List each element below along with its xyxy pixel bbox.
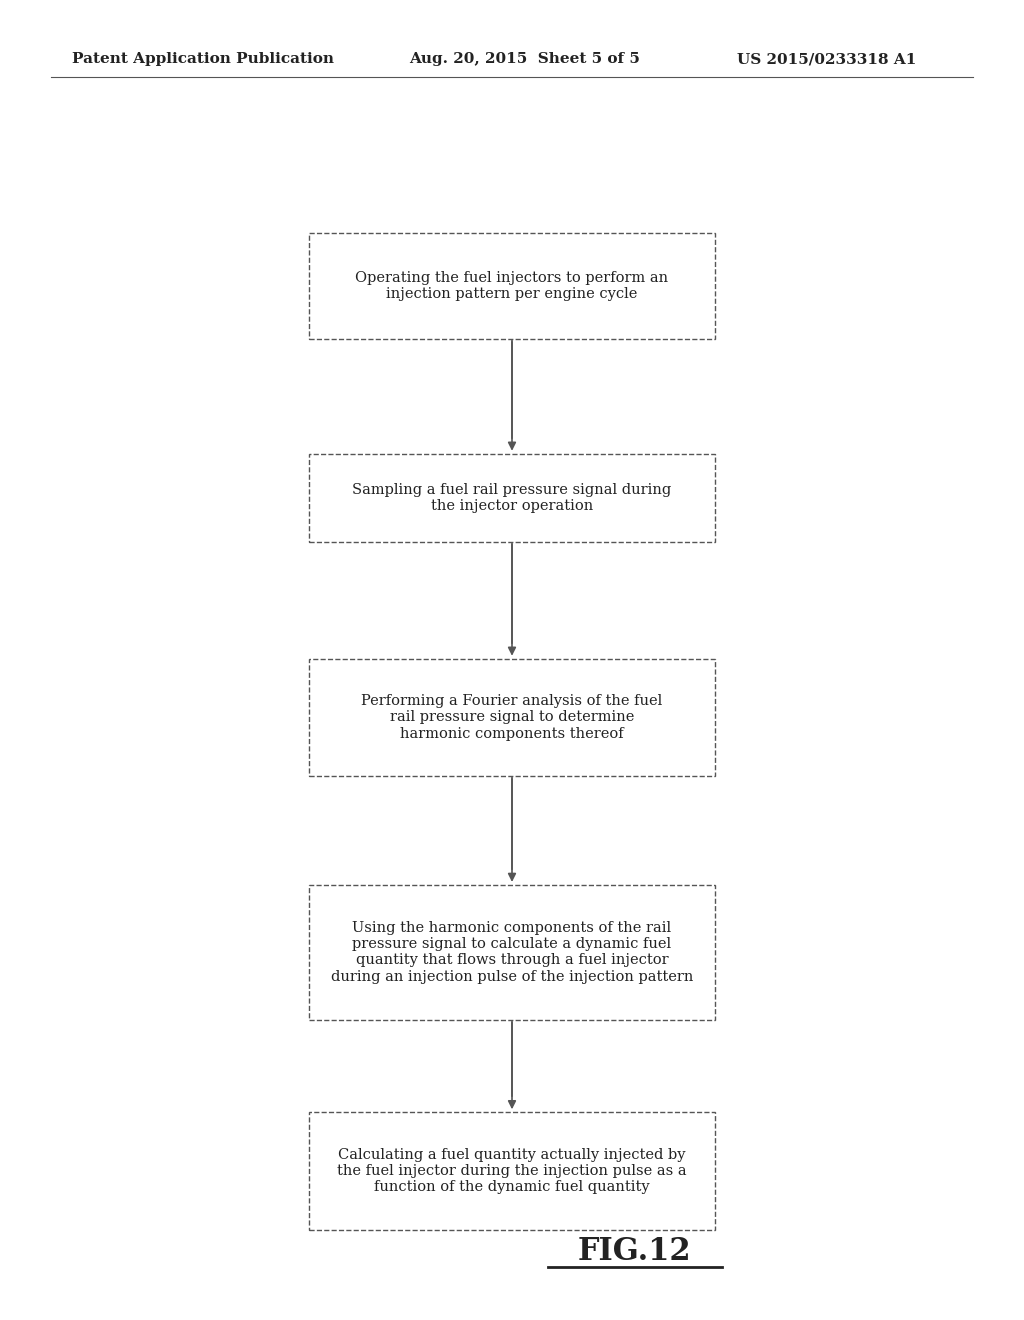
Text: Operating the fuel injectors to perform an
injection pattern per engine cycle: Operating the fuel injectors to perform … xyxy=(355,271,669,301)
Text: Patent Application Publication: Patent Application Publication xyxy=(72,53,334,66)
Text: Sampling a fuel rail pressure signal during
the injector operation: Sampling a fuel rail pressure signal dur… xyxy=(352,483,672,512)
Text: Aug. 20, 2015  Sheet 5 of 5: Aug. 20, 2015 Sheet 5 of 5 xyxy=(410,53,640,66)
Text: Using the harmonic components of the rail
pressure signal to calculate a dynamic: Using the harmonic components of the rai… xyxy=(331,921,693,983)
Text: Calculating a fuel quantity actually injected by
the fuel injector during the in: Calculating a fuel quantity actually inj… xyxy=(337,1147,687,1195)
Text: FIG.12: FIG.12 xyxy=(579,1236,691,1267)
Text: US 2015/0233318 A1: US 2015/0233318 A1 xyxy=(737,53,916,66)
Text: Performing a Fourier analysis of the fuel
rail pressure signal to determine
harm: Performing a Fourier analysis of the fue… xyxy=(361,694,663,741)
